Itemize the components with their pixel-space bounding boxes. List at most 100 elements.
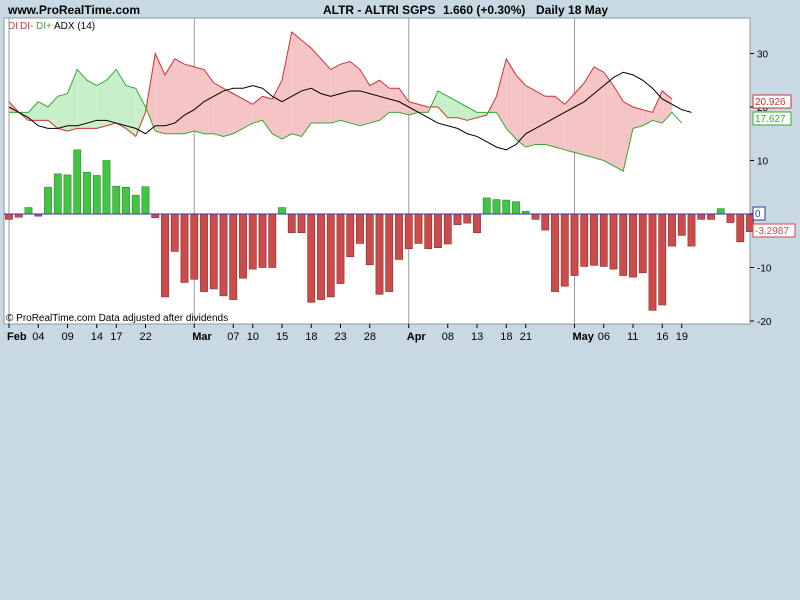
di-fill-segment xyxy=(545,96,555,148)
di-bar xyxy=(570,213,579,276)
y-tick-label: -20 xyxy=(757,317,772,328)
di-plus-line xyxy=(9,68,683,172)
di-fill-segment xyxy=(96,80,107,129)
di-fill-segment xyxy=(116,69,126,129)
di-bar xyxy=(541,213,550,231)
x-tick-label: 18 xyxy=(305,331,317,343)
x-tick-label: 04 xyxy=(32,331,44,343)
y-tick-label: -10 xyxy=(757,264,772,275)
di-bar xyxy=(239,213,247,279)
di-fill-segment xyxy=(496,58,507,129)
di-fill-segment xyxy=(652,90,663,124)
di-bar xyxy=(434,213,442,249)
di-fill-segment xyxy=(467,107,477,121)
legend-di-minus: DI- xyxy=(20,21,33,32)
di-bar xyxy=(317,213,325,300)
site-title[interactable]: www.ProRealTime.com xyxy=(7,3,140,17)
di-fill-segment xyxy=(213,82,224,137)
di-bar xyxy=(307,213,316,303)
y-tick-label: 10 xyxy=(757,157,769,168)
di-bar xyxy=(395,213,403,260)
di-bar xyxy=(219,213,228,297)
di-fill-segment xyxy=(204,69,214,134)
di-bar xyxy=(385,213,394,292)
di-bar xyxy=(463,213,472,224)
di-fill-segment xyxy=(87,80,97,129)
x-tick-label: Apr xyxy=(407,331,427,343)
di-fill-segment xyxy=(184,64,195,134)
x-tick-label: 14 xyxy=(91,331,103,343)
di-fill-segment xyxy=(350,61,360,126)
di-fill-segment xyxy=(38,101,48,121)
di-fill-segment xyxy=(555,96,565,150)
di-fill-segment xyxy=(77,69,87,129)
di-fill-segment xyxy=(360,69,370,126)
di-bar xyxy=(648,213,657,311)
value-zero: 0 xyxy=(755,209,761,220)
di-bar xyxy=(716,208,725,215)
di-bar xyxy=(83,171,91,215)
value-di-minus: 20.926 xyxy=(755,97,786,108)
value-di: -3.2987 xyxy=(755,226,789,237)
di-bar xyxy=(229,213,238,300)
di-fill-segment xyxy=(506,58,516,140)
x-tick-label: 13 xyxy=(471,331,483,343)
x-tick-label: 18 xyxy=(500,331,512,343)
di-fill-segment xyxy=(379,80,390,121)
di-fill-segment xyxy=(146,53,156,132)
di-bar xyxy=(336,213,345,284)
x-tick-label: 15 xyxy=(276,331,288,343)
di-fill-segment xyxy=(613,85,624,172)
x-tick-label: 09 xyxy=(62,331,74,343)
x-tick-label: 07 xyxy=(227,331,239,343)
di-bar xyxy=(619,213,628,276)
di-fill-segment xyxy=(223,88,234,137)
di-fill-segment xyxy=(399,88,409,116)
di-bar xyxy=(512,201,520,215)
di-fill-segment xyxy=(603,72,614,166)
di-fill-segment xyxy=(194,66,204,134)
di-bar xyxy=(404,213,413,250)
di-fill-areas xyxy=(9,32,672,172)
di-bar xyxy=(190,213,199,280)
di-fill-segment xyxy=(301,40,312,137)
di-bar xyxy=(531,213,540,220)
di-bar xyxy=(638,213,647,274)
di-fill-segment xyxy=(623,101,633,172)
di-fill-segment xyxy=(574,82,585,156)
di-bar xyxy=(248,213,257,270)
di-fill-segment xyxy=(633,107,643,129)
di-bar xyxy=(707,213,715,220)
di-fill-segment xyxy=(135,88,146,137)
di-bar xyxy=(170,213,179,252)
legend: DI DI- DI+ ADX (14) xyxy=(8,21,95,32)
di-bar xyxy=(209,213,218,290)
di-fill-segment xyxy=(594,66,604,161)
value-box-zero: 0 xyxy=(752,206,766,221)
di-bar xyxy=(424,213,433,250)
di-fill-segment xyxy=(233,93,243,134)
di-fill-segment xyxy=(369,80,380,124)
di-bar xyxy=(502,199,511,215)
di-fill-segment xyxy=(252,96,263,124)
value-box-di-minus: 20.926 xyxy=(752,94,792,109)
x-tick-label: 22 xyxy=(140,331,152,343)
di-bar xyxy=(482,197,491,215)
di-bar xyxy=(677,213,686,236)
footer-copyright: © ProRealTime.com Data adjusted after di… xyxy=(6,313,228,324)
x-tick-label: 17 xyxy=(110,331,122,343)
value-di-plus: 17.627 xyxy=(755,114,786,125)
di-fill-segment xyxy=(584,66,594,158)
di-bar xyxy=(414,213,423,244)
di-bar xyxy=(73,149,82,215)
adx-line xyxy=(8,71,692,151)
di-fill-segment xyxy=(106,69,117,126)
value-box-di-plus: 17.627 xyxy=(752,111,792,126)
x-tick-label: 19 xyxy=(676,331,688,343)
di-bar xyxy=(551,213,559,292)
di-bar xyxy=(131,194,140,215)
di-bar xyxy=(736,213,745,243)
di-fill-segment xyxy=(67,69,78,132)
di-bar xyxy=(151,213,160,219)
di-bar xyxy=(102,160,111,215)
